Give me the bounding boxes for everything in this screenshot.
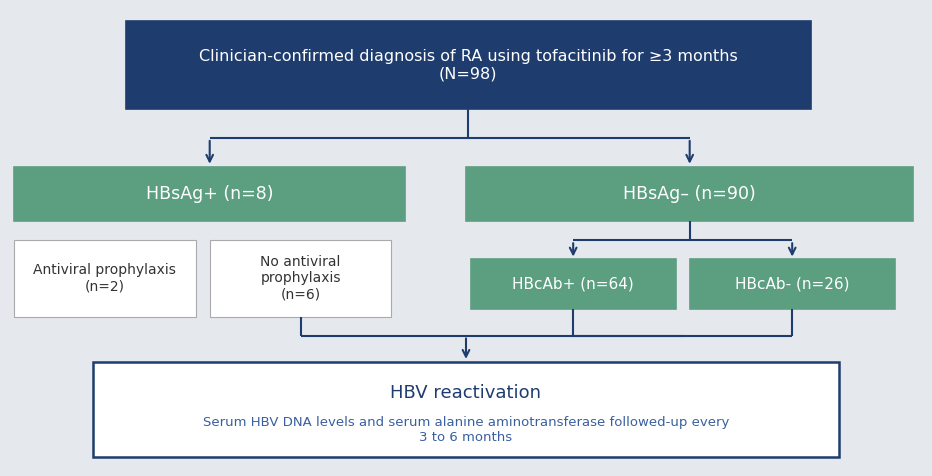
Text: HBcAb- (n=26): HBcAb- (n=26): [735, 277, 849, 292]
FancyBboxPatch shape: [471, 259, 676, 309]
FancyBboxPatch shape: [126, 21, 811, 109]
Text: HBV reactivation: HBV reactivation: [391, 384, 541, 402]
FancyBboxPatch shape: [466, 167, 913, 221]
FancyBboxPatch shape: [14, 240, 196, 317]
Text: No antiviral
prophylaxis
(n=6): No antiviral prophylaxis (n=6): [260, 255, 341, 302]
Text: Antiviral prophylaxis
(n=2): Antiviral prophylaxis (n=2): [34, 263, 176, 294]
FancyBboxPatch shape: [93, 362, 839, 457]
FancyBboxPatch shape: [14, 167, 405, 221]
Text: Clinician-confirmed diagnosis of RA using tofacitinib for ≥3 months
(N=98): Clinician-confirmed diagnosis of RA usin…: [199, 49, 738, 82]
Text: HBsAg– (n=90): HBsAg– (n=90): [624, 185, 756, 203]
FancyBboxPatch shape: [690, 259, 895, 309]
Text: HBsAg+ (n=8): HBsAg+ (n=8): [146, 185, 273, 203]
Text: Serum HBV DNA levels and serum alanine aminotransferase followed-up every
3 to 6: Serum HBV DNA levels and serum alanine a…: [203, 416, 729, 444]
Text: HBcAb+ (n=64): HBcAb+ (n=64): [513, 277, 634, 292]
FancyBboxPatch shape: [210, 240, 391, 317]
